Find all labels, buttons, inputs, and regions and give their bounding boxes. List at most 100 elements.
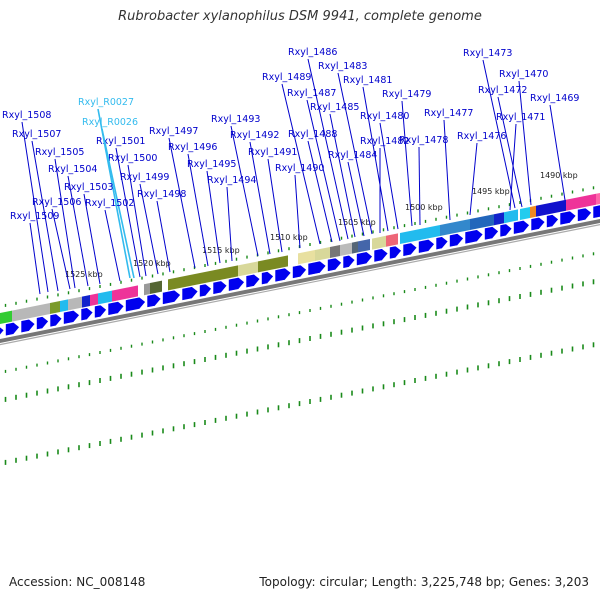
label-leader-line <box>67 175 89 287</box>
cds-arrow <box>402 242 418 257</box>
feature-segment <box>470 214 494 230</box>
gene-label: Rxyl_1481 <box>343 75 392 86</box>
label-leader-line <box>21 121 49 293</box>
feature-segment <box>50 301 60 314</box>
kbp-tick-label: 1520 kbp <box>133 259 171 268</box>
gene-label: Rxyl_1505 <box>35 147 84 158</box>
feature-segment <box>238 261 258 277</box>
feature-segment <box>494 212 504 226</box>
gene-label: Rxyl_1496 <box>168 142 217 153</box>
cds-arrow <box>274 267 292 283</box>
kbp-labels: 1490 kbp 1495 kbp 1500 kbp 1505 kbp 1510 kbp… <box>65 171 578 279</box>
cds-arrow <box>389 245 402 260</box>
gene-label: Rxyl_1497 <box>149 126 198 137</box>
cds-arrow <box>212 280 228 295</box>
label-leader-line <box>267 158 283 253</box>
kbp-tick-label: 1490 kbp <box>540 171 578 180</box>
cds-arrow <box>49 313 63 328</box>
rna-label: Rxyl_R0027 <box>78 97 134 108</box>
label-leader-line <box>97 108 131 279</box>
gene-label: Rxyl_1485 <box>310 102 359 113</box>
label-leader-line <box>187 153 209 267</box>
cds-arrow <box>307 260 327 276</box>
label-leader-line <box>549 104 566 201</box>
feature-segment <box>315 247 330 261</box>
cds-arrow <box>0 326 5 336</box>
gene-label: Rxyl_1504 <box>48 164 97 175</box>
genome-stats-text: Topology: circular; Length: 3,225,748 bp… <box>259 575 589 589</box>
gene-label: Rxyl_1509 <box>10 211 59 222</box>
label-leader-line <box>115 147 141 278</box>
gene-label: Rxyl_1478 <box>399 135 448 146</box>
label-leader-line <box>294 174 301 249</box>
feature-segment <box>258 255 288 273</box>
rna-label: Rxyl_R0026 <box>82 117 138 128</box>
cds-arrow <box>125 296 146 313</box>
label-leader-line <box>230 125 259 257</box>
feature-segment <box>60 299 68 312</box>
label-leader-line <box>307 140 333 243</box>
kbp-tick-label: 1495 kbp <box>472 187 510 196</box>
label-leader-line <box>127 164 147 277</box>
cds-arrow <box>63 309 80 325</box>
label-leader-line <box>337 72 373 235</box>
gene-label: Rxyl_1472 <box>478 85 527 96</box>
label-leader-line <box>329 113 356 238</box>
cds-arrow <box>342 254 356 269</box>
gene-label: Rxyl_1500 <box>108 153 157 164</box>
feature-segment <box>68 296 82 311</box>
label-leader-line <box>379 122 399 230</box>
gene-label: Rxyl_1501 <box>96 136 145 147</box>
cds-arrows <box>0 204 600 337</box>
gene-label: Rxyl_1484 <box>328 150 377 161</box>
feature-segment <box>144 283 150 296</box>
cds-arrow <box>292 264 307 279</box>
feature-segment <box>400 225 440 244</box>
feature-segment <box>98 290 112 305</box>
feature-segment <box>0 310 12 325</box>
cds-arrow <box>228 276 245 292</box>
tick-marks <box>4 186 595 465</box>
cds-arrow <box>327 257 342 272</box>
label-leader-line <box>29 222 41 295</box>
kbp-tick-label: 1505 kbp <box>338 218 376 227</box>
cds-arrow <box>418 238 435 254</box>
feature-segment <box>520 207 530 220</box>
gene-label: Rxyl_1486 <box>288 47 337 58</box>
gene-label: Rxyl_1507 <box>12 129 61 140</box>
cds-arrow <box>199 283 212 298</box>
feature-segment <box>386 233 398 247</box>
feature-segment <box>372 235 386 250</box>
gene-label: Rxyl_1503 <box>64 182 113 193</box>
cds-arrow <box>356 251 373 267</box>
gene-label: Rxyl_1498 <box>137 189 186 200</box>
accession-text: Accession: NC_008148 <box>9 575 146 589</box>
label-leader-line <box>509 123 517 211</box>
feature-segment <box>504 209 518 224</box>
cds-arrow <box>530 216 546 232</box>
feature-segment <box>530 205 536 218</box>
cds-arrow <box>449 233 464 248</box>
label-leader-line <box>104 209 121 282</box>
feature-segment <box>340 242 352 256</box>
gene-label: Rxyl_1487 <box>287 88 336 99</box>
kbp-tick-label: 1510 kbp <box>270 233 308 242</box>
gene-label: Rxyl_1493 <box>211 114 260 125</box>
kbp-tick-label: 1515 kbp <box>202 246 240 255</box>
cds-arrow <box>36 316 49 331</box>
label-leader-line <box>401 100 413 227</box>
label-leader-line <box>249 141 271 255</box>
feature-segment <box>298 250 315 265</box>
feature-segment <box>90 293 98 306</box>
gene-label: Rxyl_1469 <box>530 93 579 104</box>
cds-arrow <box>94 304 107 319</box>
cds-arrow <box>499 223 513 238</box>
label-leader-line <box>418 146 421 226</box>
feature-segment <box>358 239 370 253</box>
cds-arrow <box>146 293 162 308</box>
gene-label: Rxyl_1476 <box>457 131 506 142</box>
cds-arrow <box>80 307 94 322</box>
label-leader-line <box>156 200 171 273</box>
